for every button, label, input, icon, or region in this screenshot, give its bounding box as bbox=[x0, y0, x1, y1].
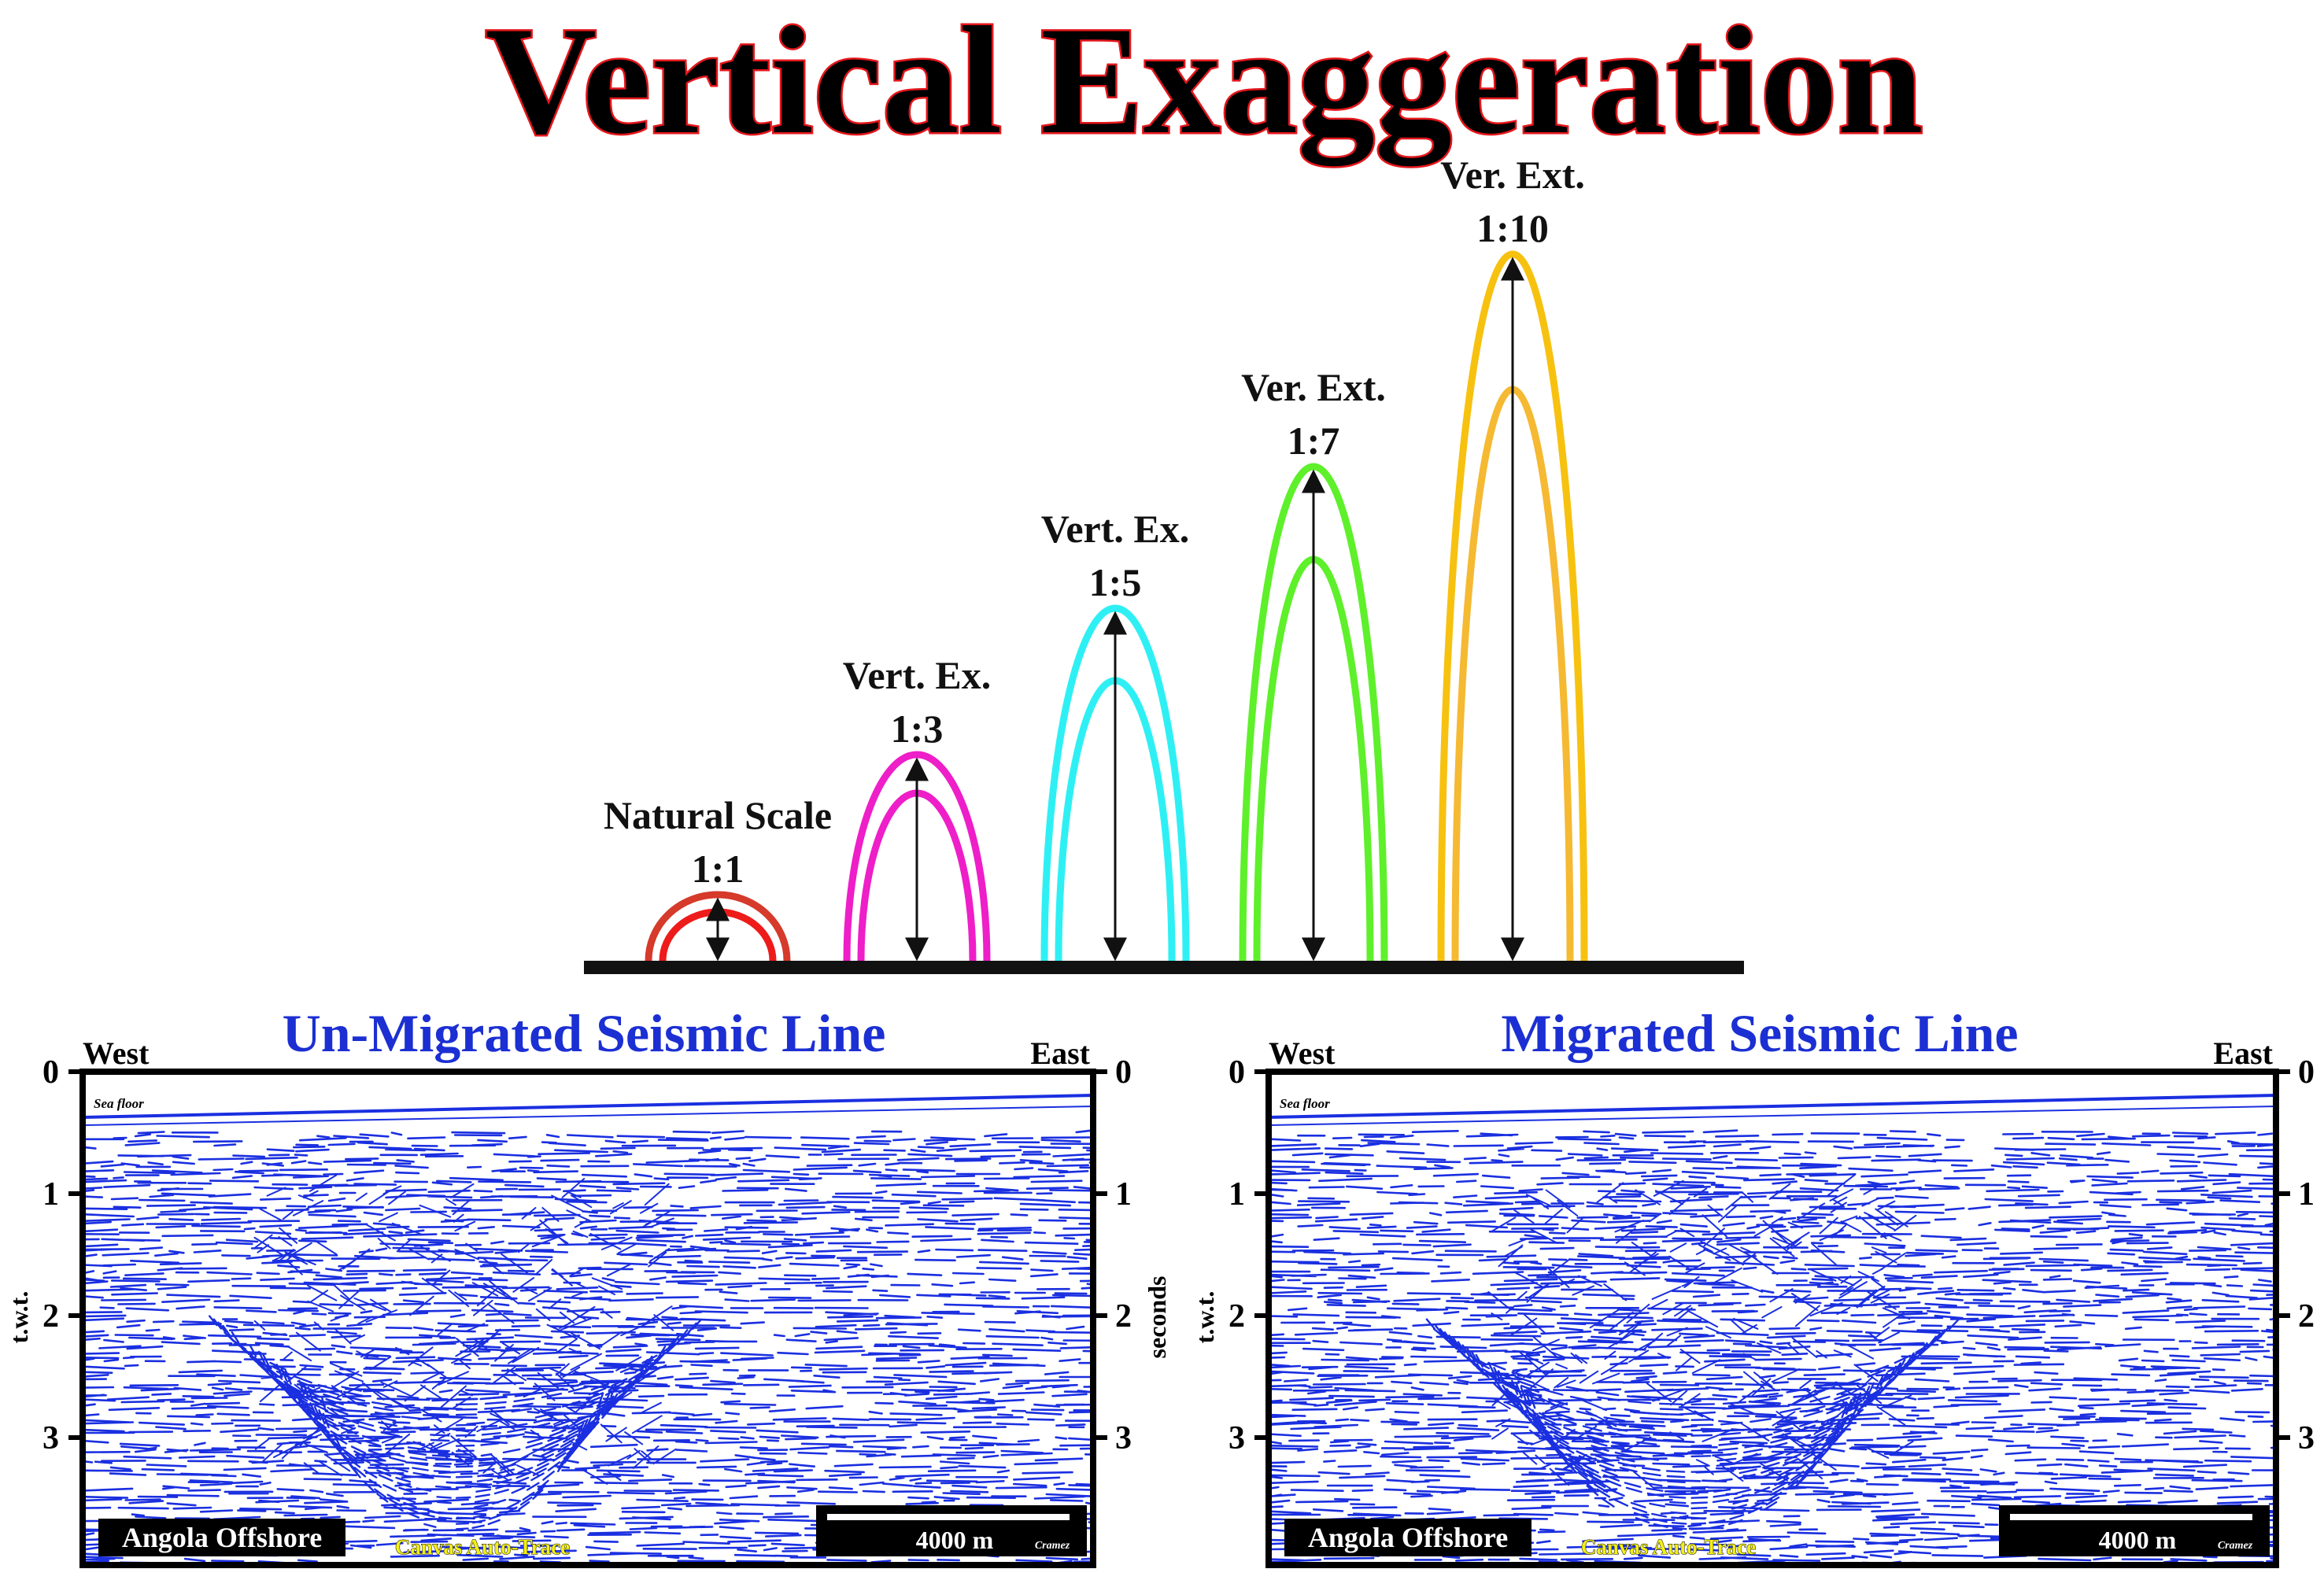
sea-floor-label: Sea floor bbox=[94, 1096, 144, 1111]
outer-arch bbox=[645, 891, 791, 962]
left-tick-label: 2 bbox=[1229, 1298, 1245, 1335]
outer-arch bbox=[1040, 604, 1190, 962]
arch-1-to-10: Ver. Ext. 1:10 bbox=[1437, 153, 1588, 962]
dipping-events bbox=[253, 1174, 677, 1485]
scale-bar-label: 4000 m bbox=[916, 1526, 994, 1554]
right-tick-label: 3 bbox=[2298, 1420, 2315, 1456]
sub-sea-floor-reflector bbox=[1269, 1106, 2276, 1126]
east-label: East bbox=[2213, 1035, 2273, 1071]
left-tick-label: 0 bbox=[42, 1054, 59, 1091]
arch-label-ratio: 1:5 bbox=[1089, 560, 1142, 604]
right-tick-label: 1 bbox=[2298, 1176, 2315, 1213]
arch-1-to-7: Ver. Ext. 1:7 bbox=[1239, 365, 1388, 962]
left-tick-label: 2 bbox=[42, 1298, 59, 1335]
sea-floor-reflector bbox=[1269, 1094, 2276, 1119]
arch-label-top: Ver. Ext. bbox=[1440, 153, 1585, 197]
outer-arch bbox=[1239, 463, 1388, 962]
left-tick-label: 3 bbox=[42, 1420, 59, 1456]
sea-floor-reflector bbox=[83, 1094, 1093, 1119]
right-tick-label: 2 bbox=[2298, 1298, 2315, 1335]
arch-diagram: Natural Scale 1:1 Vert. Ex. 1:3 Vert. Ex. 1:5… bbox=[604, 153, 1588, 962]
outer-arch bbox=[843, 751, 991, 962]
region-label: Angola Offshore bbox=[122, 1522, 322, 1553]
panel-title: Migrated Seismic Line bbox=[1501, 1003, 2018, 1063]
right-tick-label: 2 bbox=[1115, 1298, 1132, 1335]
outer-arch bbox=[1437, 250, 1588, 962]
syncline-reflectors bbox=[1425, 1318, 1960, 1530]
sub-sea-floor-reflector bbox=[83, 1106, 1093, 1126]
scale-bar bbox=[2010, 1514, 2252, 1520]
right-tick-label: 3 bbox=[1115, 1420, 1132, 1456]
region-label: Angola Offshore bbox=[1308, 1522, 1508, 1553]
arch-label-ratio: 1:7 bbox=[1288, 419, 1340, 463]
right-tick-label: 0 bbox=[2298, 1054, 2315, 1091]
arch-label-ratio: 1:10 bbox=[1476, 206, 1549, 250]
dipping-events bbox=[1487, 1173, 1917, 1490]
scale-bar-label: 4000 m bbox=[2099, 1526, 2177, 1554]
sea-floor-label: Sea floor bbox=[1280, 1096, 1330, 1111]
arch-label-ratio: 1:3 bbox=[891, 707, 944, 751]
left-tick-label: 1 bbox=[42, 1176, 59, 1213]
arch-1-to-5: Vert. Ex. 1:5 bbox=[1040, 507, 1190, 962]
arch-label-top: Natural Scale bbox=[604, 793, 832, 837]
credit-label: Canvas Auto-Trace bbox=[395, 1535, 570, 1559]
author-label: Cramez bbox=[1035, 1540, 1070, 1552]
syncline-reflectors bbox=[209, 1315, 702, 1530]
section-frame bbox=[79, 1069, 1096, 1568]
region-label-box bbox=[1284, 1519, 1531, 1556]
arch-label-top: Ver. Ext. bbox=[1241, 365, 1386, 409]
arch-1-to-3: Vert. Ex. 1:3 bbox=[843, 653, 991, 962]
unmigrated-panel: Un-Migrated Seismic Line West East 0 0 1 1 2 2 3 3… bbox=[5, 1003, 1171, 1568]
author-label: Cramez bbox=[2218, 1540, 2253, 1552]
left-tick-label: 1 bbox=[1229, 1176, 1245, 1213]
left-tick-label: 3 bbox=[1229, 1420, 1245, 1456]
east-label: East bbox=[1030, 1035, 1090, 1071]
west-label: West bbox=[1269, 1035, 1336, 1071]
credit-label: Canvas Auto-Trace bbox=[1581, 1535, 1756, 1559]
seismic-panels: Un-Migrated Seismic Line West East 0 0 1 1 2 2 3 3… bbox=[5, 1003, 2315, 1568]
left-axis-label: t.w.t. bbox=[5, 1291, 33, 1344]
page-title: Vertical Exaggeration bbox=[485, 0, 1923, 166]
right-tick-label: 0 bbox=[1115, 1054, 1132, 1091]
baseline-bar bbox=[584, 961, 1744, 974]
region-label-box bbox=[98, 1519, 345, 1556]
scale-bar-box bbox=[816, 1505, 1087, 1556]
left-tick-label: 0 bbox=[1229, 1054, 1245, 1091]
right-axis-label: seconds bbox=[1143, 1276, 1171, 1359]
arch-label-top: Vert. Ex. bbox=[1041, 507, 1189, 551]
arch-label-ratio: 1:1 bbox=[692, 847, 744, 891]
arch-1-to-1: Natural Scale 1:1 bbox=[604, 793, 832, 962]
scale-bar-box bbox=[1999, 1505, 2270, 1556]
migrated-panel: Migrated Seismic Line West East 0 0 1 1 2 2 3 3 t.w… bbox=[1191, 1003, 2315, 1568]
panel-title: Un-Migrated Seismic Line bbox=[283, 1003, 886, 1063]
section-frame bbox=[1265, 1069, 2279, 1568]
west-label: West bbox=[83, 1035, 150, 1071]
scale-bar bbox=[827, 1514, 1070, 1520]
right-tick-label: 1 bbox=[1115, 1176, 1132, 1213]
left-axis-label: t.w.t. bbox=[1191, 1291, 1219, 1344]
arch-label-top: Vert. Ex. bbox=[843, 653, 991, 697]
